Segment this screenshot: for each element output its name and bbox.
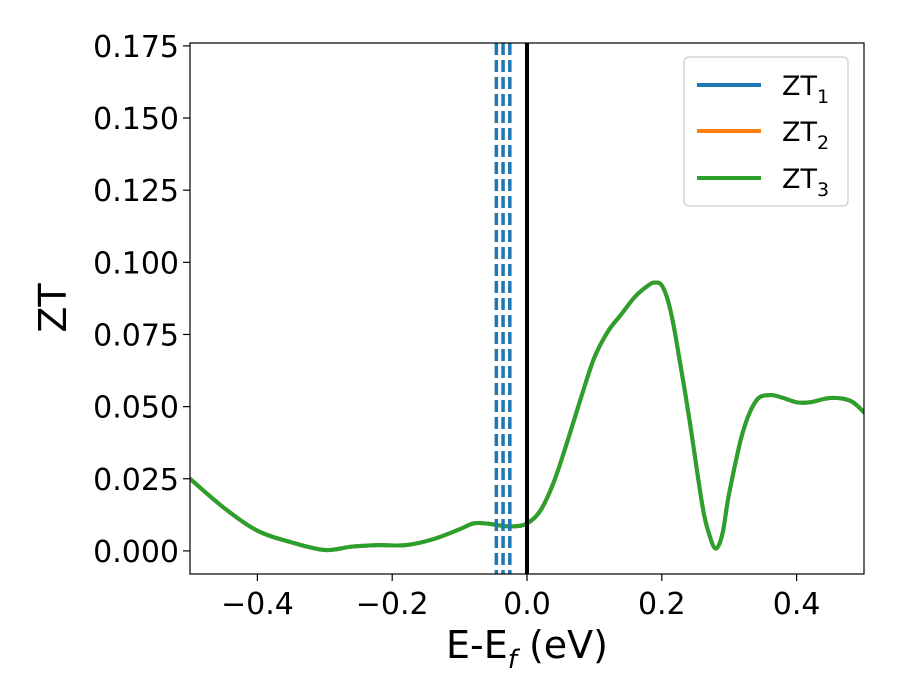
x-tick-label: 0.2 [638, 587, 686, 622]
y-tick-label: 0.150 [93, 102, 179, 137]
series-line-zt3 [190, 280, 864, 553]
x-tick-label: 0.0 [503, 587, 551, 622]
x-axis-label: E-Ef (eV) [446, 623, 608, 675]
y-tick-label: 0.100 [93, 246, 179, 281]
legend-label-zt2: ZT2 [782, 117, 829, 154]
legend-label-zt1: ZT1 [782, 71, 829, 108]
y-tick-label: 0.075 [93, 318, 179, 353]
x-tick-label: −0.4 [221, 587, 294, 622]
legend-label-zt3: ZT3 [782, 164, 829, 201]
plot-area [190, 43, 864, 574]
y-tick-label: 0.050 [93, 391, 179, 426]
legend-box [683, 56, 849, 207]
x-axis: −0.4 −0.2 0.0 0.2 0.4 [221, 574, 820, 622]
x-tick-label: 0.4 [773, 587, 821, 622]
y-tick-label: 0.125 [93, 174, 179, 209]
y-axis: 0.000 0.025 0.050 0.075 0.100 0.125 0.150 0.175 [93, 30, 190, 570]
x-tick-label: −0.2 [356, 587, 429, 622]
legend: ZT1 ZT2 ZT3 [683, 56, 849, 207]
y-tick-label: 0.025 [93, 463, 179, 498]
y-axis-label: ZT [31, 283, 75, 333]
y-tick-label: 0.000 [93, 535, 179, 570]
y-tick-label: 0.175 [93, 30, 179, 65]
